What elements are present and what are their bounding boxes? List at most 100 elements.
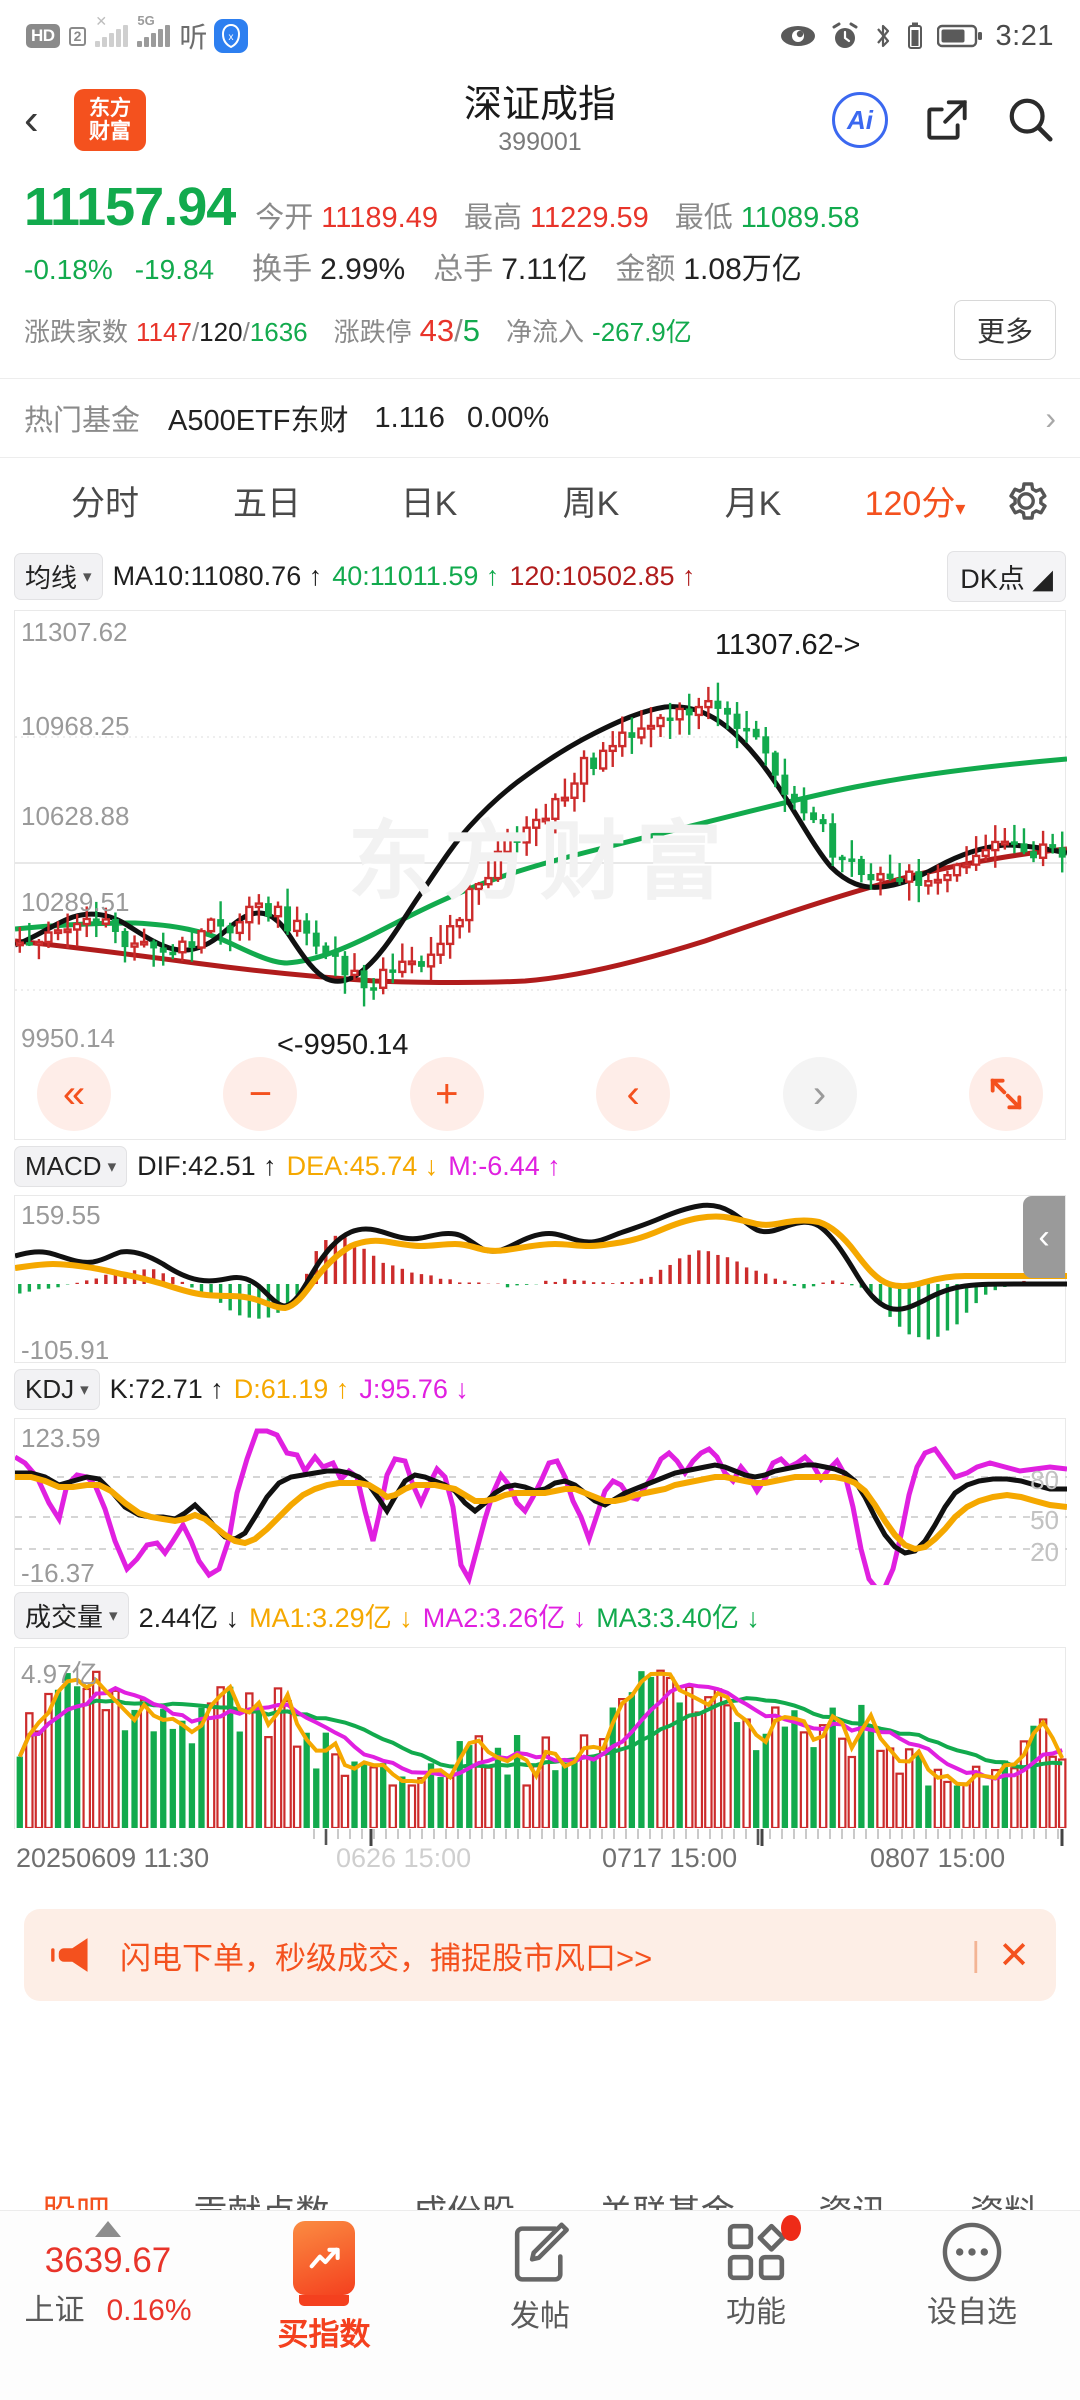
macd-chart[interactable]: 159.55 -105.91 ‹: [14, 1195, 1067, 1365]
nav-functions[interactable]: 功能: [648, 2215, 864, 2331]
time-axis-label-1: 0626 15:00: [336, 1843, 472, 1873]
macd-dea-value: DEA:45.74 ↓: [286, 1151, 439, 1181]
kdj-axis-min: -16.37: [21, 1558, 95, 1588]
dk-point-button[interactable]: DK点 ◢: [947, 551, 1066, 602]
volume-ma2-value: MA2:3.26亿 ↓: [422, 1603, 587, 1633]
zoom-in-button[interactable]: +: [409, 1057, 484, 1131]
tab-120min[interactable]: 120分▾: [834, 476, 996, 525]
hd-badge-icon: HD: [26, 24, 60, 48]
megaphone-icon: [50, 1933, 98, 1977]
kdj-j-value: J:95.76 ↓: [359, 1374, 469, 1404]
chevron-right-icon[interactable]: ›: [1045, 399, 1056, 436]
time-axis-label-2: 0717 15:00: [602, 1843, 738, 1873]
kdj-grid-label-80: 80: [1030, 1465, 1059, 1495]
status-bar: HD 2 ✕ 5G 听 x: [0, 0, 1080, 72]
kdj-indicator-header: KDJ ▾ K:72.71 ↑ D:61.19 ↑ J:95.76 ↓: [0, 1363, 1080, 1418]
quote-panel: 11157.94 今开 11189.49 最高 11229.59 最低 1108…: [0, 168, 1080, 364]
nav-watchlist[interactable]: 设自选: [864, 2221, 1080, 2331]
ma-selector-label: 均线: [25, 563, 78, 593]
low-field: 最低 11089.58: [675, 194, 860, 236]
zoom-out-button[interactable]: −: [223, 1057, 298, 1131]
period-tab-bar: 分时 五日 日K 周K 月K 120分▾: [0, 457, 1080, 545]
netflow-field: 净流入 -267.9亿: [506, 312, 692, 349]
macd-m-value: M:-6.44 ↑: [448, 1151, 561, 1181]
close-icon[interactable]: ✕: [998, 1934, 1030, 1977]
triangle-up-icon: [95, 2221, 121, 2237]
time-axis-label-3: 0807 15:00: [870, 1843, 1006, 1873]
volume-value: 2.44亿 ↓: [138, 1603, 240, 1633]
tab-wuri[interactable]: 五日: [233, 485, 301, 523]
high-field: 最高 11229.59: [464, 194, 649, 236]
tab-riK[interactable]: 日K: [400, 485, 458, 523]
limit-field: 涨跌停 43 / 5: [333, 312, 481, 348]
volume-chart-canvas: [16, 1669, 1067, 1828]
kdj-selector-label: KDJ: [25, 1374, 75, 1404]
kdj-chart[interactable]: 123.59 -16.37 80 50 20: [14, 1418, 1067, 1588]
macd-selector-label: MACD: [25, 1151, 102, 1181]
price-axis-label-4: 9950.14: [21, 1023, 115, 1053]
volume-value: 7.11亿: [501, 253, 588, 286]
price-axis-label-2: 10628.88: [21, 801, 130, 831]
more-button[interactable]: 更多: [953, 300, 1056, 360]
low-label: 最低: [674, 202, 733, 234]
chart-control-overlay: « − + ‹ ›: [15, 1057, 1065, 1131]
gear-icon[interactable]: [996, 477, 1056, 525]
high-label: 最高: [463, 202, 522, 234]
ma-selector[interactable]: 均线 ▾: [14, 553, 103, 600]
app-logo: 东方 财富: [74, 89, 146, 151]
quote-stats: 换手 2.99% 总手 7.11亿 金额 1.08万亿: [252, 244, 830, 288]
bottom-nav-bar: 3639.67 上证 0.16% 买指数 发帖 功能: [0, 2210, 1080, 2400]
promo-banner[interactable]: 闪电下单，秒级成交，捕捉股市风口>> | ✕: [24, 1909, 1056, 2001]
step-back-button[interactable]: ‹: [596, 1057, 671, 1131]
promo-text: 闪电下单，秒级成交，捕捉股市风口>>: [120, 1940, 653, 1976]
price-chart[interactable]: 东方财富 11307.62 10968.25 10628.88 10289.51…: [14, 610, 1067, 1140]
kdj-grid-label-20: 20: [1030, 1537, 1059, 1567]
macd-dif-value: DIF:42.51 ↑: [137, 1151, 277, 1181]
volume-selector[interactable]: 成交量 ▾: [14, 1592, 129, 1639]
low-value: 11089.58: [740, 202, 860, 234]
time-axis-label-0: 20250609 11:30: [16, 1843, 210, 1873]
time-axis: 20250609 11:30 0626 15:00 0717 15:00 080…: [14, 1829, 1066, 1889]
volume-chart[interactable]: 4.97亿: [14, 1647, 1067, 1829]
expand-icon[interactable]: [968, 1057, 1043, 1131]
chevron-down-icon: ▾: [83, 566, 92, 586]
nav-header: ‹ 东方 财富 深证成指 399001 Ai: [0, 72, 1080, 168]
tab-zhouK[interactable]: 周K: [562, 485, 620, 523]
eye-icon: [779, 23, 817, 49]
volume-indicator-header: 成交量 ▾ 2.44亿 ↓ MA1:3.29亿 ↓ MA2:3.26亿 ↓ MA3…: [0, 1586, 1080, 1647]
alarm-icon: [830, 21, 860, 51]
price-axis-label-3: 10289.51: [21, 887, 130, 917]
tab-yueK[interactable]: 月K: [724, 485, 782, 523]
hot-fund-row[interactable]: 热门基金 A500ETF东财 1.116 0.00% ›: [0, 379, 1080, 457]
current-price: 11157.94: [24, 177, 236, 237]
kdj-selector[interactable]: KDJ ▾: [14, 1369, 100, 1410]
nav-actions: Ai: [832, 92, 1056, 148]
fast-back-button[interactable]: «: [37, 1057, 111, 1131]
macd-selector[interactable]: MACD ▾: [14, 1146, 128, 1187]
nav-post[interactable]: 发帖: [432, 2221, 648, 2335]
index-meta: 上证 0.16%: [24, 2285, 191, 2329]
price-axis-label-0: 11307.62: [21, 617, 128, 647]
quote-row-secondary: -0.18% -19.84 换手 2.99% 总手 7.11亿 金额 1.08万…: [24, 244, 1056, 288]
external-link-icon[interactable]: [924, 97, 970, 143]
step-forward-button[interactable]: ›: [782, 1057, 857, 1131]
macd-axis-max: 159.55: [21, 1200, 101, 1230]
chart-collapse-handle[interactable]: ‹: [1023, 1196, 1065, 1278]
turnover-value: 2.99%: [320, 253, 406, 286]
ma-indicator-header: 均线 ▾ MA10:11080.76 ↑ 40:11011.59 ↑ 120:10…: [0, 545, 1080, 610]
back-button[interactable]: ‹: [24, 95, 39, 144]
kdj-axis-max: 123.59: [21, 1423, 101, 1453]
kdj-k-value: K:72.71 ↑: [109, 1374, 224, 1404]
signal-1-icon: ✕: [95, 13, 129, 47]
tab-fenshi[interactable]: 分时: [71, 485, 139, 523]
amount-field: 金额 1.08万亿: [615, 244, 801, 288]
index-summary[interactable]: 3639.67 上证 0.16%: [0, 2221, 216, 2329]
turnover-field: 换手 2.99%: [252, 244, 405, 288]
kdj-chart-canvas: [15, 1428, 1067, 1585]
sim-number-icon: 2: [68, 26, 87, 46]
ai-button[interactable]: Ai: [832, 92, 888, 148]
search-icon[interactable]: [1006, 95, 1056, 145]
chevron-down-icon: ▾: [109, 1605, 118, 1625]
nav-buy-index[interactable]: 买指数: [216, 2221, 432, 2354]
chevron-down-icon: ▾: [80, 1379, 89, 1399]
